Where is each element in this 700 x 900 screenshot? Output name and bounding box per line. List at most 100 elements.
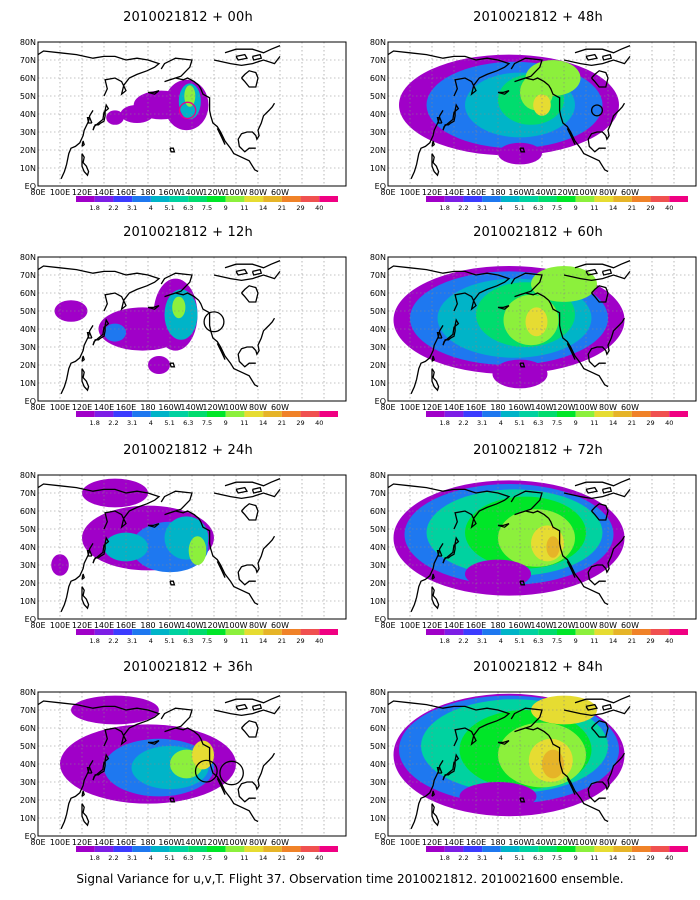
lat-label: EQ	[25, 832, 36, 841]
colorbar-swatch	[281, 629, 301, 635]
colorbar-swatch	[132, 411, 151, 417]
colorbar-swatch	[76, 411, 95, 417]
lat-label: 60N	[370, 74, 386, 83]
lon-label: 120W	[202, 621, 225, 630]
lon-label: 160W	[508, 188, 531, 197]
lon-label: 160W	[158, 188, 181, 197]
colorbar-label: 5.1	[514, 637, 524, 643]
coastline	[566, 128, 576, 145]
coastline	[92, 753, 110, 781]
colorbar-swatch	[613, 196, 632, 202]
coastline	[431, 140, 435, 147]
lat-label: EQ	[375, 832, 386, 841]
lat-label: 20N	[370, 361, 386, 370]
lon-label: 160W	[508, 621, 531, 630]
colorbar-label: 21	[628, 854, 636, 860]
lon-label: 80W	[599, 838, 617, 847]
lon-label: 160E	[116, 621, 136, 630]
lat-label: 30N	[370, 343, 386, 352]
colorbar-swatch	[113, 411, 133, 417]
colorbar-swatch	[463, 846, 483, 852]
lat-label: 70N	[20, 489, 36, 498]
colorbar-label: 14	[609, 854, 617, 860]
lat-label: 40N	[370, 325, 386, 334]
colorbar-label: 7.5	[202, 204, 212, 210]
colorbar-swatch	[263, 196, 282, 202]
coastline	[442, 536, 460, 564]
coastline	[563, 271, 631, 282]
lat-label: EQ	[375, 615, 386, 624]
colorbar-swatch	[538, 846, 557, 852]
lon-label: 160E	[116, 403, 136, 412]
lon-label: 100W	[224, 403, 247, 412]
coastline	[436, 116, 443, 124]
colorbar-swatch	[113, 196, 133, 202]
coastline	[235, 703, 249, 711]
lat-label: 30N	[20, 561, 36, 570]
coastline	[160, 272, 200, 301]
colorbar-label: 29	[296, 419, 304, 425]
coastline	[585, 53, 599, 61]
lon-label: 80E	[380, 403, 395, 412]
variance-contour	[525, 307, 548, 337]
colorbar-swatch	[281, 846, 301, 852]
colorbar-swatch	[613, 411, 632, 417]
colorbar-label: 40	[665, 419, 673, 425]
coastline	[169, 362, 176, 368]
colorbar-swatch	[225, 411, 245, 417]
coastline	[431, 573, 435, 580]
lon-label: 160W	[508, 838, 531, 847]
colorbar-label: 4	[149, 204, 153, 210]
lon-label: 160E	[466, 188, 486, 197]
lat-label: 10N	[370, 597, 386, 606]
colorbar-swatch	[594, 411, 614, 417]
lat-label: 40N	[20, 110, 36, 119]
coastline	[224, 477, 281, 487]
coastline	[442, 103, 460, 131]
colorbar-label: 4	[499, 204, 503, 210]
panel-title: 2010021812 + 60h	[473, 225, 603, 240]
lon-label: 120E	[72, 838, 92, 847]
lon-label: 180	[490, 188, 505, 197]
colorbar-swatch	[426, 196, 445, 202]
coastline	[574, 694, 631, 704]
lat-label: 60N	[20, 724, 36, 733]
lon-label: 120W	[552, 403, 575, 412]
coastline	[235, 486, 249, 494]
lat-label: 40N	[20, 325, 36, 334]
coastline	[60, 325, 94, 395]
lon-label: 100E	[400, 621, 420, 630]
lon-label: 160W	[158, 838, 181, 847]
lon-label: 140E	[94, 838, 114, 847]
colorbar-swatch	[169, 196, 189, 202]
lon-label: 60W	[271, 838, 289, 847]
lon-label: 60W	[621, 403, 639, 412]
lat-label: EQ	[375, 182, 386, 191]
colorbar-label: 14	[259, 637, 267, 643]
lat-label: 30N	[20, 128, 36, 137]
colorbar-swatch	[263, 411, 282, 417]
coastline	[410, 760, 444, 830]
lon-label: 80E	[30, 188, 45, 197]
colorbar-swatch	[94, 846, 114, 852]
lon-label: 100E	[50, 403, 70, 412]
lon-label: 80E	[380, 838, 395, 847]
lon-label: 160E	[466, 403, 486, 412]
colorbar-label: 2.2	[108, 419, 118, 425]
lat-label: 10N	[20, 379, 36, 388]
variance-contour	[533, 94, 551, 116]
lat-label: 80N	[370, 471, 386, 480]
coastline	[198, 734, 259, 823]
coastline	[410, 110, 444, 180]
coastline	[510, 490, 550, 519]
lat-label: 80N	[370, 38, 386, 47]
coastline	[497, 739, 510, 745]
panel-title: 2010021812 + 12h	[123, 225, 253, 240]
colorbar-swatch	[225, 196, 245, 202]
variance-contour	[172, 296, 186, 319]
lon-label: 60W	[621, 188, 639, 197]
colorbar-swatch	[463, 196, 483, 202]
lat-label: 40N	[20, 760, 36, 769]
colorbar-swatch	[426, 629, 445, 635]
